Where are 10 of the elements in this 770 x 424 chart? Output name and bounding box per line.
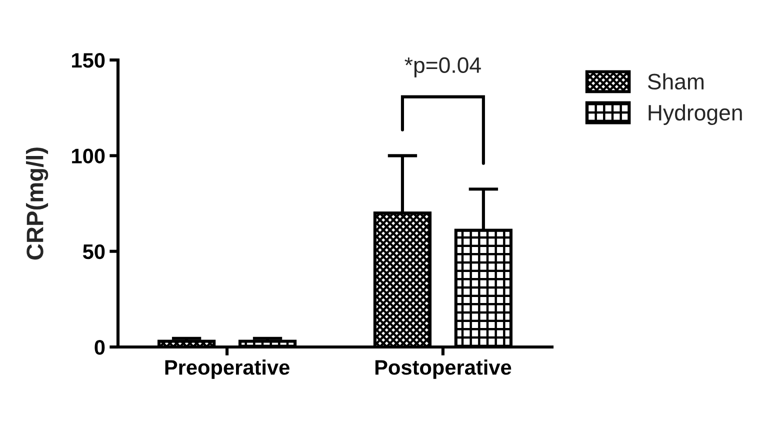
x-tick-label: Postoperative xyxy=(375,360,512,379)
y-tick-label: 50 xyxy=(82,244,105,260)
y-axis-title: CRP(mg/l) xyxy=(26,148,48,260)
y-tick-label: 100 xyxy=(72,148,105,164)
legend-label: Hydrogen xyxy=(648,104,742,125)
y-tick-label: 0 xyxy=(94,340,105,355)
y-tick-label: 150 xyxy=(72,53,105,68)
legend-label: Sham xyxy=(648,73,704,90)
annotation: *p=0.04 xyxy=(404,57,481,78)
x-tick-label: Preoperative xyxy=(165,360,290,379)
